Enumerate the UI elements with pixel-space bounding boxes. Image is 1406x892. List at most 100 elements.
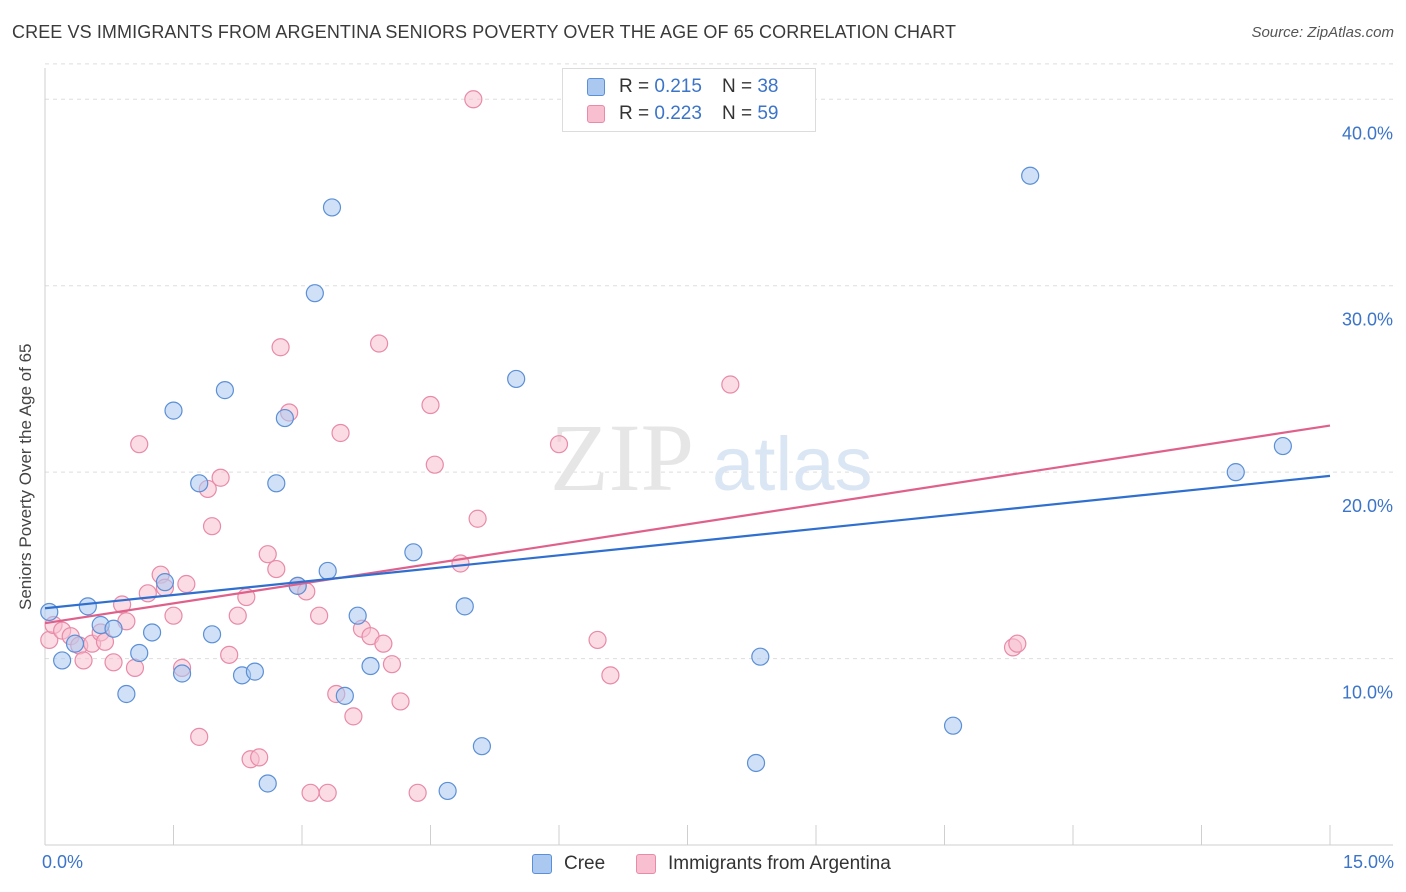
argentina-point — [549, 435, 569, 454]
argentina-point — [601, 666, 620, 685]
trend-lines — [44, 424, 1331, 625]
cree-point — [1226, 463, 1245, 482]
cree-point — [40, 602, 59, 622]
cree-point — [404, 543, 423, 562]
cree-point — [1273, 436, 1292, 456]
argentina-point — [721, 375, 740, 394]
cree-point — [455, 597, 474, 616]
argentina-swatch — [587, 105, 605, 123]
cree-point — [202, 625, 222, 644]
cree-point — [258, 774, 277, 793]
cree-point — [104, 619, 123, 638]
argentina-point — [130, 435, 149, 454]
cree-point — [335, 686, 354, 705]
cree-point — [472, 737, 491, 756]
cree-r-value: 0.215 — [654, 76, 702, 97]
x-tick-label-max: 15.0% — [1342, 852, 1394, 872]
argentina-point — [310, 606, 329, 625]
cree-point — [172, 664, 192, 683]
cree-point — [245, 662, 264, 681]
argentina-point — [125, 658, 145, 677]
cree-point — [142, 623, 162, 642]
watermark-zip: ZIP — [550, 404, 694, 511]
x-tick-label-min: 0.0% — [42, 852, 84, 872]
cree-n-value: 38 — [757, 76, 779, 97]
cree-point — [746, 753, 766, 773]
argentina-point — [267, 559, 286, 579]
argentina-point — [74, 651, 93, 670]
argentina-n-value: 59 — [757, 103, 779, 124]
argentina-point — [202, 517, 222, 536]
n-label: N = — [721, 103, 753, 124]
argentina-legend-swatch — [636, 854, 656, 874]
argentina-point — [271, 338, 290, 357]
argentina-legend-label: Immigrants from Argentina — [668, 853, 891, 874]
legend-item-argentina: Immigrants from Argentina — [636, 852, 891, 876]
cree-point — [318, 561, 337, 581]
watermark-atlas: atlas — [712, 422, 873, 507]
argentina-trend-line — [44, 424, 1331, 625]
legend-row-argentina: R = 0.223 N = 59 — [587, 101, 778, 127]
argentina-point — [190, 727, 209, 746]
cree-point — [117, 684, 136, 704]
argentina-point — [318, 783, 337, 802]
cree-point — [190, 474, 209, 493]
cree-point — [164, 401, 183, 420]
legend-row-cree: R = 0.215 N = 38 — [587, 74, 778, 100]
cree-point — [53, 651, 72, 670]
argentina-point — [1008, 634, 1027, 653]
cree-point — [751, 647, 770, 666]
cree-point — [322, 198, 342, 217]
r-label: R = — [619, 103, 650, 124]
cree-legend-swatch — [532, 854, 552, 874]
argentina-point — [220, 645, 239, 664]
cree-point — [65, 634, 85, 653]
argentina-point — [344, 707, 363, 726]
cree-point — [305, 284, 324, 303]
argentina-point — [425, 455, 444, 474]
y-tick-label: 30.0% — [1342, 310, 1393, 330]
argentina-point — [211, 468, 230, 487]
gridlines — [45, 63, 1393, 660]
cree-point — [78, 597, 97, 616]
axes: 10.0% 20.0% 30.0% 40.0% — [44, 68, 1393, 846]
argentina-r-value: 0.223 — [654, 103, 702, 124]
cree-point — [267, 474, 286, 493]
argentina-point — [374, 634, 393, 653]
source-label: Source: ZipAtlas.com — [1251, 24, 1394, 41]
cree-trend-line — [44, 474, 1331, 610]
argentina-point — [391, 692, 410, 711]
series-argentina-points — [40, 90, 1027, 802]
cree-swatch — [587, 78, 605, 96]
argentina-point — [250, 748, 269, 767]
cree-point — [348, 606, 367, 625]
cree-point — [943, 716, 963, 735]
y-tick-label: 40.0% — [1342, 123, 1393, 143]
argentina-point — [104, 653, 123, 672]
series-cree-points — [40, 166, 1292, 801]
cree-point — [507, 369, 526, 389]
cree-point — [361, 656, 380, 676]
argentina-point — [382, 655, 402, 674]
watermark: ZIP atlas — [550, 404, 873, 511]
argentina-point — [464, 90, 483, 109]
argentina-point — [468, 509, 487, 528]
cree-point — [1021, 166, 1040, 185]
y-tick-label: 20.0% — [1342, 496, 1393, 516]
r-label: R = — [619, 76, 650, 97]
argentina-point — [228, 606, 247, 625]
argentina-point — [331, 423, 350, 443]
chart-title: CREE VS IMMIGRANTS FROM ARGENTINA SENIOR… — [12, 22, 957, 42]
argentina-point — [370, 334, 389, 353]
correlation-legend: R = 0.215 N = 38 R = 0.223 N = 59 — [562, 68, 816, 132]
cree-point — [275, 408, 294, 428]
legend-item-cree: Cree — [532, 852, 605, 876]
argentina-point — [177, 574, 196, 594]
cree-point — [130, 643, 149, 663]
argentina-point — [408, 783, 427, 802]
n-label: N = — [721, 76, 753, 97]
argentina-point — [258, 545, 277, 564]
cree-point — [438, 781, 457, 801]
cree-point — [215, 381, 234, 400]
